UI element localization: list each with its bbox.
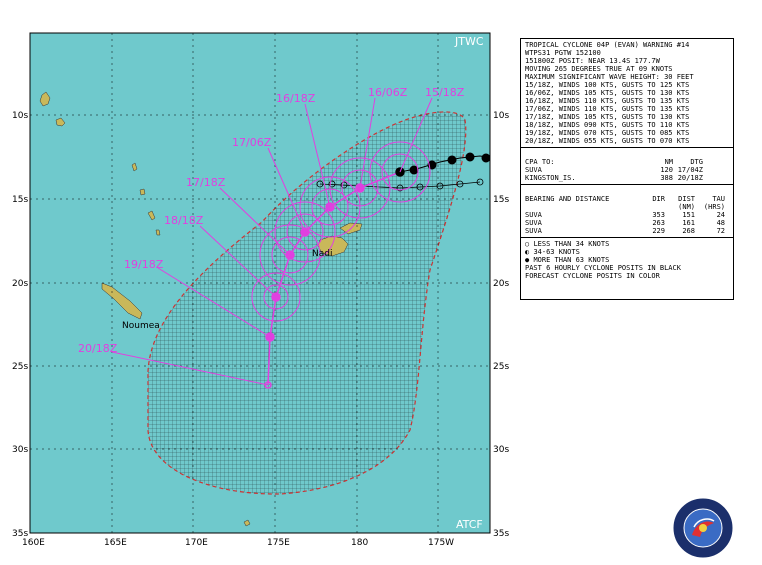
bearing-row: SUVA 353 151 24 — [525, 211, 725, 219]
label-20-18z: 20/18Z — [78, 342, 118, 355]
agency-atcf: ATCF — [456, 518, 483, 531]
svg-text:160E: 160E — [22, 538, 45, 548]
svg-text:170E: 170E — [185, 538, 208, 548]
place-nadi: Nadi — [312, 249, 332, 259]
forecast-track — [264, 167, 405, 389]
svg-text:20s: 20s — [493, 279, 509, 289]
warning-title: TROPICAL CYCLONE 04P (EVAN) WARNING #14 — [525, 41, 690, 49]
legend-weak: ○ LESS THAN 34 KNOTS — [525, 240, 610, 248]
danger-area — [147, 111, 467, 495]
filled-circle-icon: ● — [525, 256, 534, 264]
warning-panel: TROPICAL CYCLONE 04P (EVAN) WARNING #14 … — [520, 38, 734, 300]
label-19-18z: 19/18Z — [124, 258, 164, 271]
warning-header: TROPICAL CYCLONE 04P (EVAN) WARNING #14 … — [521, 39, 733, 148]
legend: ○ LESS THAN 34 KNOTS ◐ 34-63 KNOTS ● MOR… — [521, 238, 733, 282]
bearing-table: BEARING AND DISTANCE DIR DIST TAU (NM) (HRS)… — [521, 193, 733, 238]
svg-text:175W: 175W — [428, 538, 454, 548]
bearing-row: SUVA 229 268 72 — [525, 227, 725, 235]
agency-jtwc: JTWC — [454, 35, 484, 48]
svg-text:165E: 165E — [104, 538, 127, 548]
svg-text:10s: 10s — [12, 111, 28, 121]
svg-text:15s: 15s — [12, 195, 28, 205]
label-15-18z: 15/18Z — [425, 86, 465, 99]
past-track — [399, 152, 490, 175]
lat-labels-left: 10s 15s 20s 25s 30s 35s — [12, 111, 28, 539]
svg-text:180: 180 — [351, 538, 368, 548]
label-17-06z: 17/06Z — [232, 136, 272, 149]
place-noumea: Noumea — [122, 321, 160, 331]
lon-labels: 160E 165E 170E 175E 180 175W — [22, 538, 454, 548]
label-16-06z: 16/06Z — [368, 86, 408, 99]
wind-radii — [251, 141, 431, 322]
bearing-row: SUVA 263 161 48 — [525, 219, 725, 227]
svg-text:30s: 30s — [493, 445, 509, 455]
label-18-18z: 18/18Z — [164, 214, 204, 227]
cpa-row: KINGSTON_IS. 388 20/18Z — [525, 174, 703, 182]
svg-text:10s: 10s — [493, 111, 509, 121]
jtwc-logo — [672, 497, 734, 559]
lat-labels-right: 10s 15s 20s 25s 30s 35s — [493, 111, 509, 539]
graticule — [30, 33, 490, 533]
legend-strong: ● MORE THAN 63 KNOTS — [525, 256, 610, 264]
svg-text:175E: 175E — [267, 538, 290, 548]
svg-text:20s: 20s — [12, 279, 28, 289]
svg-text:25s: 25s — [493, 362, 509, 372]
label-17-18z: 17/18Z — [186, 176, 226, 189]
svg-text:15s: 15s — [493, 195, 509, 205]
svg-text:25s: 25s — [12, 362, 28, 372]
open-circle-icon: ○ — [525, 240, 534, 248]
svg-text:35s: 35s — [12, 529, 28, 539]
legend-moderate: ◐ 34-63 KNOTS — [525, 248, 580, 256]
label-16-18z: 16/18Z — [276, 92, 316, 105]
cpa-table: CPA TO: NM DTG SUVA 120 17/04Z KINGSTON_IS. 3… — [521, 156, 733, 185]
half-circle-icon: ◐ — [525, 248, 534, 256]
land — [39, 91, 363, 527]
cpa-row: SUVA 120 17/04Z — [525, 166, 703, 174]
label-leaders — [111, 97, 433, 386]
svg-text:35s: 35s — [493, 529, 509, 539]
past-track-weak — [316, 178, 484, 192]
svg-text:30s: 30s — [12, 445, 28, 455]
